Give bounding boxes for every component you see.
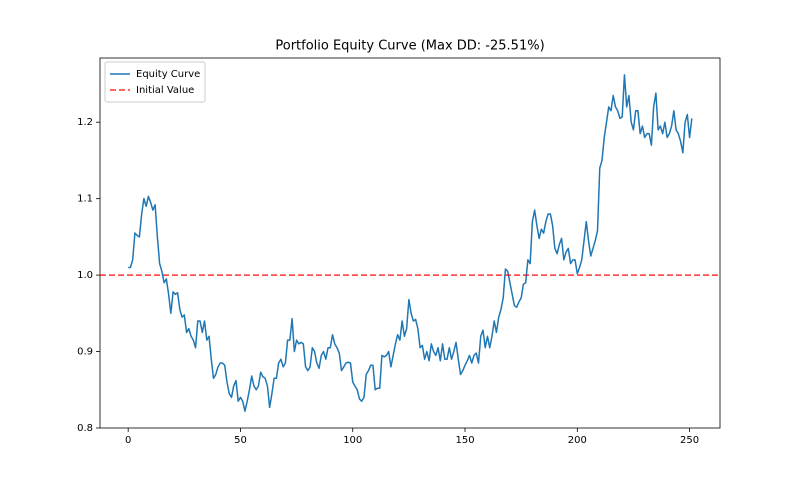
legend-label: Initial Value [136, 85, 194, 96]
legend-box [104, 61, 206, 103]
x-tick-label: 150 [455, 435, 474, 446]
chart-title: Portfolio Equity Curve (Max DD: -25.51%) [275, 39, 544, 54]
x-tick-label: 200 [568, 435, 587, 446]
legend-label: Equity Curve [136, 69, 200, 80]
plot-frame [99, 57, 721, 429]
y-tick-label: 1.0 [77, 270, 93, 281]
y-tick-label: 0.8 [77, 423, 93, 434]
equity-line [128, 74, 693, 412]
y-tick-label: 1.1 [77, 194, 93, 205]
x-tick-label: 0 [125, 435, 131, 446]
x-tick-label: 50 [234, 435, 247, 446]
x-tick-label: 250 [680, 435, 699, 446]
x-tick-label: 100 [343, 435, 362, 446]
y-tick-label: 1.2 [77, 117, 93, 128]
y-tick-label: 0.9 [77, 347, 93, 358]
